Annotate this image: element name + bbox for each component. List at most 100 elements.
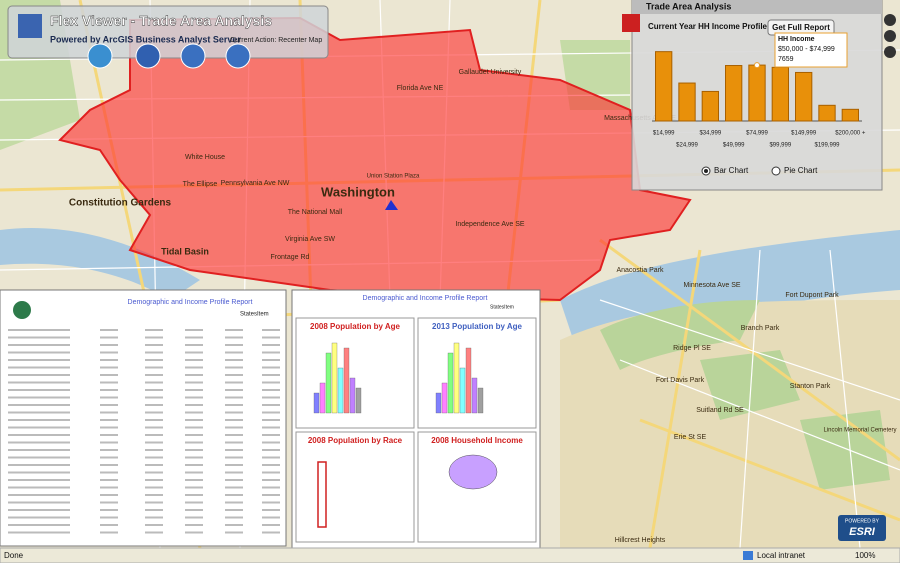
report-bar <box>319 382 326 414</box>
report-bar <box>477 387 484 414</box>
map-label: Tidal Basin <box>161 246 209 256</box>
app-icon <box>18 14 42 38</box>
pie-chart-option[interactable]: Pie Chart <box>784 166 818 175</box>
help-button[interactable] <box>225 43 251 69</box>
security-zone: Local intranet <box>757 551 806 560</box>
report-bar <box>313 392 320 414</box>
report-title: Demographic and Income Profile Report <box>128 299 253 306</box>
report-pie <box>448 454 498 490</box>
bar <box>655 51 673 122</box>
x-tick-label: $200,000 + <box>835 131 866 137</box>
report-logo <box>13 301 31 319</box>
bar <box>678 82 696 122</box>
panel-icon <box>622 14 640 32</box>
map-label: Erie St SE <box>674 434 707 441</box>
report-bar <box>337 367 344 414</box>
esri-logo: POWERED BY ESRI <box>838 515 886 541</box>
report-bar <box>331 342 338 414</box>
bar <box>725 65 743 122</box>
tools-button[interactable] <box>180 43 206 69</box>
hover-marker <box>754 62 760 69</box>
map-label: Constitution Gardens <box>69 198 172 209</box>
zoom-level[interactable]: 100% <box>855 551 875 560</box>
map-label: Minnesota Ave SE <box>683 282 740 289</box>
navigate-button[interactable] <box>135 43 161 69</box>
map-label: Pennsylvania Ave NW <box>221 180 290 187</box>
map-label: Independence Ave SE <box>455 221 524 228</box>
map-label: Ridge Pl SE <box>673 345 711 352</box>
map-label: Frontage Rd <box>271 254 310 261</box>
report2-subtitle: StatesItem <box>490 304 514 310</box>
current-action: Current Action: Recenter Map <box>230 37 322 44</box>
report-bar <box>471 377 478 414</box>
logo-brand: ESRI <box>849 526 876 538</box>
bar <box>818 104 836 122</box>
map-label: White House <box>185 154 225 161</box>
get-report-label[interactable]: Get Full Report <box>772 23 830 32</box>
report-bar <box>325 352 332 414</box>
x-tick-label: $74,999 <box>746 131 768 137</box>
x-tick-label: $49,999 <box>723 143 745 149</box>
report-bar <box>459 367 466 414</box>
panel-title: Trade Area Analysis <box>646 1 731 11</box>
x-tick-label: $14,999 <box>653 131 675 137</box>
status-text: Done <box>4 551 24 560</box>
report-chart-frame <box>295 431 415 543</box>
report-left: Demographic and Income Profile Report St… <box>0 289 287 547</box>
map-label: Florida Ave NE <box>397 85 444 92</box>
x-tick-label: $199,999 <box>814 143 840 149</box>
map-label: Union Station Plaza <box>367 174 420 180</box>
report-chart-title: 2013 Population by Age <box>432 322 522 331</box>
report-bar <box>343 347 350 414</box>
chart-title: Current Year HH Income Profile <box>648 22 768 31</box>
bar <box>795 71 813 122</box>
map-label: The Ellipse <box>183 181 218 188</box>
app-subtitle: Powered by ArcGIS Business Analyst Serve… <box>50 34 241 44</box>
bar <box>771 66 790 122</box>
header: Flex Viewer - Trade Area Analysis Powere… <box>7 5 329 69</box>
bar-chart-option[interactable]: Bar Chart <box>714 166 749 175</box>
map-label: The National Mall <box>288 209 343 216</box>
report-bar <box>349 377 356 414</box>
scroll-down[interactable] <box>884 30 896 42</box>
report2-title: Demographic and Income Profile Report <box>363 295 488 302</box>
globe-button[interactable] <box>87 43 113 69</box>
pie-chart-radio[interactable] <box>771 166 781 176</box>
map-label: Gallaudet University <box>459 69 522 76</box>
report-chart-title: 2008 Population by Race <box>308 436 403 445</box>
map-label: Hillcrest Heights <box>615 537 666 544</box>
tooltip <box>774 32 848 68</box>
bar <box>748 64 766 122</box>
bar <box>841 108 860 122</box>
map-label: Fort Dupont Park <box>785 292 839 299</box>
report-bar <box>465 347 472 414</box>
report-right: Demographic and Income Profile Report St… <box>291 289 541 549</box>
status-bar: Done Local intranet 100% <box>0 547 900 563</box>
map-label: Lincoln Memorial Cemetery <box>823 428 896 434</box>
map-label: Branch Park <box>741 325 780 332</box>
report-chart-title: 2008 Household Income <box>431 436 523 445</box>
income-chart: $14,999$24,999$34,999$49,999$74,999$99,9… <box>652 51 866 149</box>
map-label: Suitland Rd SE <box>696 407 744 414</box>
report-bar <box>441 382 448 414</box>
x-tick-label: $34,999 <box>699 131 721 137</box>
logo-top: POWERED BY <box>845 518 880 524</box>
side-controls <box>884 14 896 58</box>
map-label: Anacostia Park <box>616 267 664 274</box>
tooltip-range: $50,000 - $74,999 <box>778 46 835 53</box>
x-tick-label: $99,999 <box>769 143 791 149</box>
trade-area-panel: Trade Area Analysis Current Year HH Inco… <box>622 0 883 191</box>
x-tick-label: $24,999 <box>676 143 698 149</box>
map-label: Washington <box>321 184 395 199</box>
report-subtitle: StatesItem <box>240 312 269 318</box>
x-tick-label: $149,999 <box>791 131 817 137</box>
tooltip-title: HH Income <box>778 36 815 43</box>
report-chart-title: 2008 Population by Age <box>310 322 400 331</box>
tooltip-value: 7659 <box>778 56 794 63</box>
toggle-panel[interactable] <box>884 46 896 58</box>
map-labels: Washington Constitution Gardens The Ellips… <box>69 69 897 544</box>
report-bar <box>453 342 460 414</box>
report-bar <box>317 461 327 528</box>
scroll-up[interactable] <box>884 14 896 26</box>
